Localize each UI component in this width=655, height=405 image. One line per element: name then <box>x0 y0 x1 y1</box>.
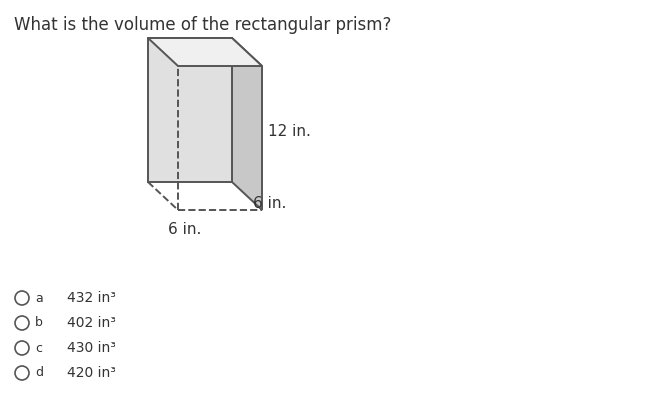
Text: 12 in.: 12 in. <box>268 124 311 139</box>
Text: a: a <box>35 292 43 305</box>
Text: 430 in³: 430 in³ <box>67 341 116 355</box>
Text: b: b <box>35 316 43 330</box>
Text: c: c <box>35 341 42 354</box>
Text: 6 in.: 6 in. <box>253 196 286 211</box>
Text: d: d <box>35 367 43 379</box>
Text: 6 in.: 6 in. <box>168 222 202 237</box>
Text: 420 in³: 420 in³ <box>67 366 116 380</box>
Text: What is the volume of the rectangular prism?: What is the volume of the rectangular pr… <box>14 16 392 34</box>
Text: 432 in³: 432 in³ <box>67 291 116 305</box>
Polygon shape <box>232 38 262 210</box>
Text: 402 in³: 402 in³ <box>67 316 116 330</box>
Polygon shape <box>148 38 262 66</box>
Polygon shape <box>148 38 232 182</box>
